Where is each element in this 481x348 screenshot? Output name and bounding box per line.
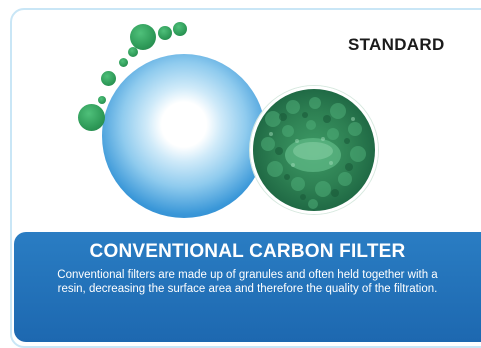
granule-dot: [173, 22, 187, 36]
standard-badge: STANDARD: [348, 35, 445, 54]
filter-circle-illustration: [102, 54, 266, 218]
granule-dot: [98, 96, 106, 104]
granule-dot: [158, 26, 172, 40]
granule-dot: [119, 58, 128, 67]
granule-dot: [130, 24, 156, 50]
granule-dot: [101, 71, 116, 86]
panel-description: Conventional filters are made up of gran…: [57, 269, 438, 295]
panel-title: CONVENTIONAL CARBON FILTER: [89, 241, 406, 262]
granule-dot: [128, 47, 138, 57]
carbon-granules-image: [250, 86, 378, 214]
granule-dot: [78, 104, 105, 131]
description-panel: CONVENTIONAL CARBON FILTER Conventional …: [14, 232, 481, 342]
